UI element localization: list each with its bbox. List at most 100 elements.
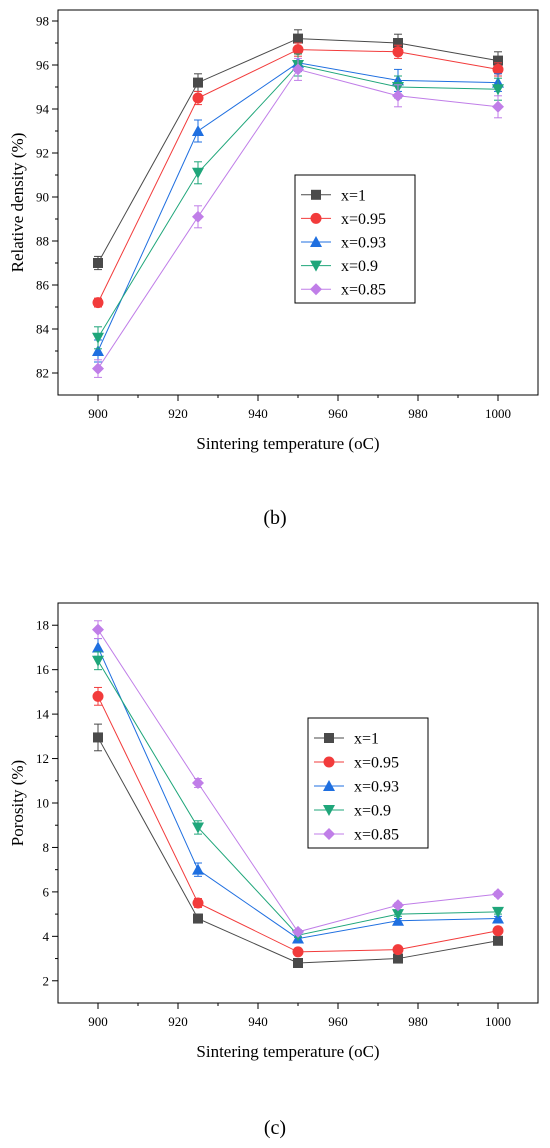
chart-panel-c: 900 920 940 960 980 1000 2 4 6 8 10 12 14 16 18 Sinteri… (8, 602, 539, 1139)
data-point (192, 822, 204, 834)
legend-marker (323, 828, 335, 840)
legend-marker (310, 283, 322, 296)
legend-label: x=0.85 (354, 827, 399, 844)
legend: x=1 x=0.95 x=0.93 x=0.9 x=0.85 (294, 174, 416, 304)
legend-marker (324, 733, 334, 743)
x-tick-label: 980 (408, 406, 428, 421)
y-tick-label: 16 (36, 662, 50, 677)
series-x=0.93 (92, 638, 504, 944)
data-point (192, 897, 204, 909)
data-point (92, 332, 104, 344)
x-tick-label: 900 (88, 406, 108, 421)
data-point (193, 913, 203, 924)
y-tick-label: 96 (36, 58, 50, 73)
x-tick-label: 940 (248, 406, 268, 421)
data-point (192, 777, 204, 789)
y-tick-label: 98 (36, 14, 49, 29)
series-x=0.95 (92, 686, 504, 958)
legend-marker (323, 805, 335, 816)
legend-marker (310, 212, 322, 224)
data-point (393, 953, 403, 964)
series-x=0.95 (92, 42, 504, 309)
data-point (92, 641, 104, 653)
series-line (97, 647, 499, 940)
legend-marker (310, 260, 322, 272)
data-point (293, 33, 303, 44)
data-point (192, 125, 204, 136)
data-point (92, 623, 104, 636)
data-point (192, 863, 204, 875)
legend-marker (310, 236, 322, 247)
data-point (492, 912, 504, 924)
x-tick-label: 960 (328, 1014, 348, 1029)
y-tick-label: 88 (36, 234, 49, 249)
data-point (392, 46, 404, 58)
data-point (192, 210, 204, 223)
y-tick-label: 82 (36, 366, 49, 381)
data-point (93, 732, 103, 743)
data-point (393, 38, 403, 48)
data-point (292, 925, 304, 938)
data-point (92, 362, 104, 375)
data-point (93, 258, 103, 268)
y-tick-label: 84 (36, 322, 50, 337)
legend-marker (323, 756, 335, 768)
data-point (392, 909, 404, 921)
x-axis-title: Sintering temperature (oC) (196, 434, 379, 453)
data-point (492, 906, 504, 918)
y-tick-label: 4 (43, 929, 50, 944)
data-point (493, 55, 503, 66)
data-point (92, 690, 104, 702)
panel-label: (c) (264, 1117, 286, 1139)
y-axis-title: Relative density (%) (8, 133, 27, 273)
data-point (392, 944, 404, 956)
y-tick-label: 18 (36, 618, 49, 633)
data-point (192, 167, 204, 179)
legend-marker (323, 780, 335, 791)
data-point (292, 946, 304, 958)
y-tick-label: 12 (36, 751, 49, 766)
data-point (192, 92, 204, 104)
x-tick-label: 1000 (485, 406, 511, 421)
y-tick-label: 92 (36, 146, 49, 161)
data-point (92, 655, 104, 667)
series-line (97, 660, 499, 936)
legend-label: x=0.93 (354, 779, 399, 796)
data-point (292, 63, 304, 76)
y-tick-label: 2 (43, 973, 50, 988)
x-tick-label: 920 (168, 1014, 188, 1029)
data-point (92, 297, 104, 309)
data-point (392, 899, 404, 912)
y-axis-title: Porosity (%) (8, 760, 27, 846)
panel-label: (b) (263, 507, 286, 529)
x-tick-label: 940 (248, 1014, 268, 1029)
x-tick-label: 960 (328, 406, 348, 421)
legend-label: x=1 (354, 731, 379, 748)
y-tick-label: 94 (36, 102, 50, 117)
legend-label: x=0.95 (341, 211, 386, 228)
data-point (492, 925, 504, 937)
series-x=0.9 (92, 651, 504, 942)
y-tick-label: 6 (43, 884, 50, 899)
data-point (492, 100, 504, 113)
data-point (392, 89, 404, 102)
y-tick-label: 86 (36, 278, 50, 293)
legend: x=1 x=0.95 x=0.93 x=0.9 x=0.85 (307, 717, 429, 849)
data-point (392, 914, 404, 926)
legend-label: x=0.9 (341, 258, 378, 275)
y-tick-label: 10 (36, 796, 49, 811)
legend-label: x=0.9 (354, 803, 391, 820)
data-point (492, 84, 504, 96)
series-x=1 (93, 723, 503, 968)
legend-label: x=0.93 (341, 235, 386, 252)
data-point (293, 958, 303, 968)
legend-label: x=0.95 (354, 755, 399, 772)
data-point (292, 44, 304, 56)
data-point (92, 345, 104, 356)
data-point (492, 63, 504, 75)
x-tick-label: 920 (168, 406, 188, 421)
x-tick-label: 900 (88, 1014, 108, 1029)
y-tick-label: 8 (43, 840, 50, 855)
series-x=0.85 (92, 57, 504, 378)
